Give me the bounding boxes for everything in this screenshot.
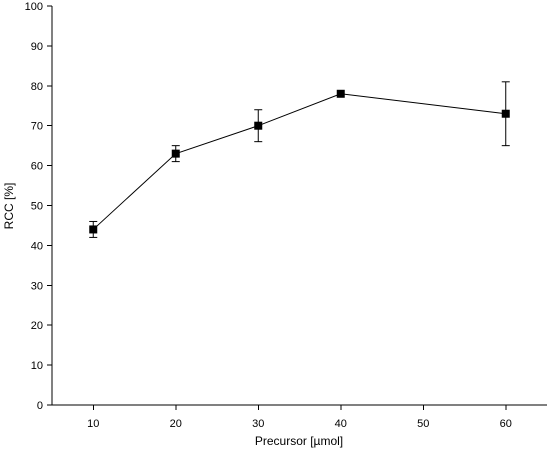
x-axis-ticks: 10 20 30 40 50 60 (87, 405, 512, 430)
x-axis-title: Precursor [µmol] (255, 434, 343, 448)
data-series (89, 81, 510, 238)
data-point-marker (336, 89, 345, 98)
x-tick-label: 40 (335, 418, 347, 430)
y-axis-title: RCC [%] (2, 183, 16, 230)
y-tick-label: 60 (31, 161, 43, 173)
y-tick-label: 100 (25, 1, 43, 13)
plot-frame (51, 6, 547, 406)
y-tick-label: 20 (31, 320, 43, 332)
y-tick-label: 10 (31, 360, 43, 372)
x-tick-label: 10 (87, 418, 99, 430)
x-tick-label: 60 (500, 418, 512, 430)
y-tick-label: 90 (31, 41, 43, 53)
y-tick-label: 40 (31, 240, 43, 252)
y-axis-ticks: 0 10 20 30 40 50 60 70 80 90 100 (25, 1, 52, 412)
y-tick-label: 50 (31, 201, 43, 213)
y-tick-label: 30 (31, 280, 43, 292)
x-tick-label: 30 (252, 418, 264, 430)
series-line (92, 93, 506, 230)
data-point-marker (171, 149, 180, 158)
y-tick-label: 0 (37, 400, 43, 412)
data-point-marker (254, 121, 263, 130)
y-tick-label: 80 (31, 81, 43, 93)
y-tick-label: 70 (31, 121, 43, 133)
data-point-marker (501, 109, 510, 118)
x-tick-label: 50 (417, 418, 429, 430)
data-point-marker (89, 225, 98, 234)
x-tick-label: 20 (170, 418, 182, 430)
